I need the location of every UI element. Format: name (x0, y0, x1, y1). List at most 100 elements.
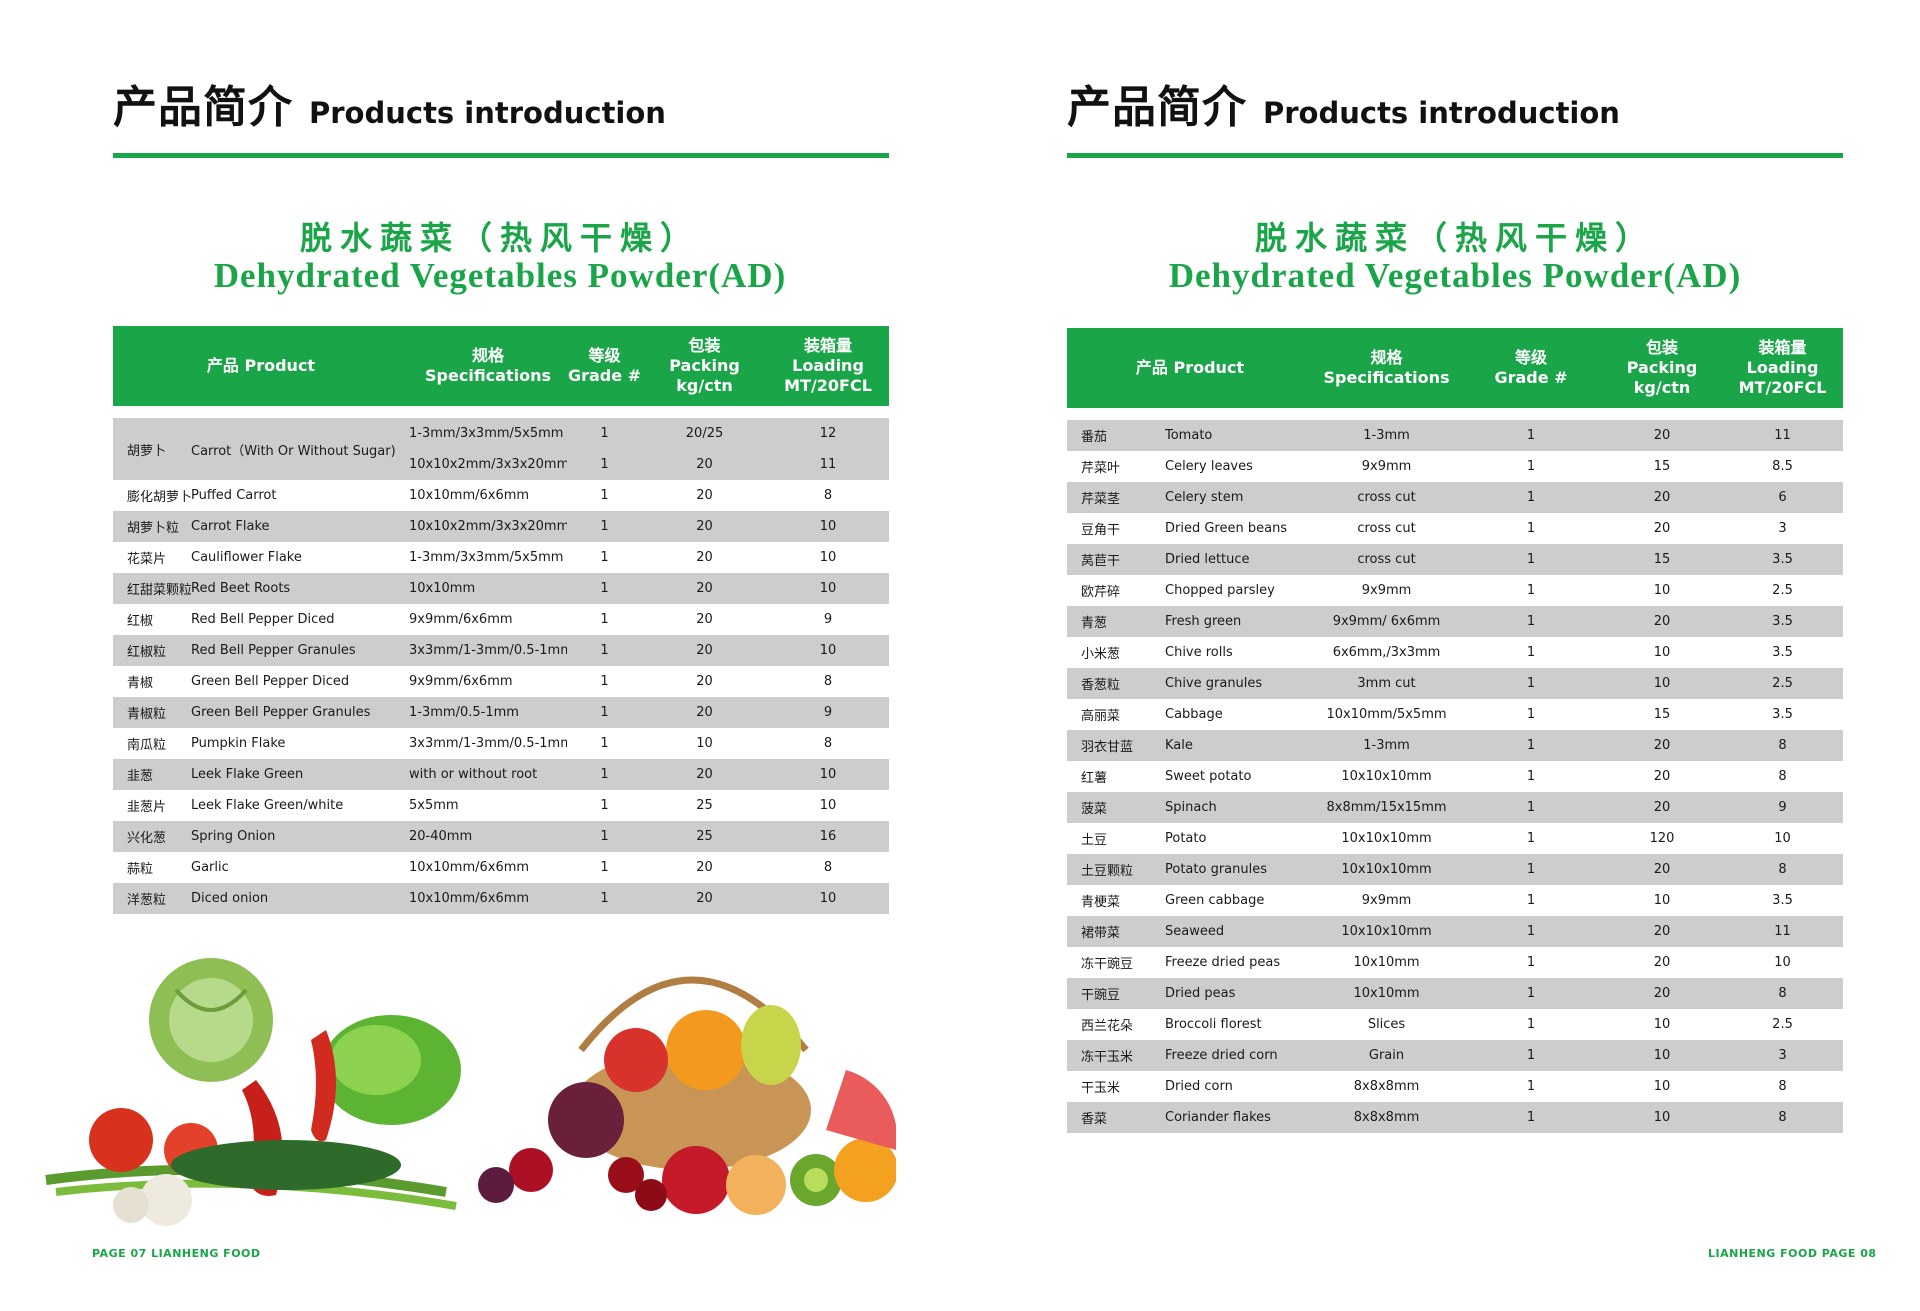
loading: 3.5 (1722, 544, 1844, 575)
loading: 10 (767, 883, 890, 914)
grade: 1 (1460, 854, 1603, 885)
grade: 1 (600, 488, 609, 503)
product-en: Fresh green (1165, 606, 1314, 637)
product-en: Green Bell Pepper Granules (191, 697, 410, 728)
table-row: 番茄 Tomato 1-3mm 1 20 11 (1067, 420, 1844, 451)
loading: 3.5 (1772, 893, 1793, 908)
product-cn: 欧芹碎 (1081, 585, 1121, 600)
product-en: Coriander flakes (1165, 1102, 1314, 1133)
product-table-right: 产品 Product 规格 Specifications 等级 Grade # 包… (1067, 328, 1844, 1133)
grade: 1 (1526, 583, 1536, 598)
grade: 1 (1526, 769, 1536, 784)
product-cn: 小米葱 (1081, 647, 1121, 662)
product-en: Red Bell Pepper Granules (191, 635, 410, 666)
table-row: 西兰花朵 Broccoli florest Slices 1 10 2.5 (1067, 1009, 1843, 1040)
packing: 10 (1653, 645, 1671, 660)
grade: 1 (1460, 420, 1603, 451)
loading: 2.5 (1772, 583, 1793, 598)
col-product: 产品 Product (113, 326, 410, 406)
packing: 20 (1602, 792, 1723, 823)
loading: 8 (1722, 854, 1844, 885)
table-row: 香葱粒 Chive granules 3mm cut 1 10 2.5 (1067, 668, 1844, 699)
grade: 1 (600, 674, 609, 689)
spec: 5x5mm (409, 798, 459, 813)
table-row: 干豌豆 Dried peas 10x10mm 1 20 8 (1067, 978, 1844, 1009)
grade: 1 (600, 550, 609, 565)
section-header-cn: 产品简介 (1067, 82, 1247, 133)
spec: 8x8x8mm (1313, 1102, 1461, 1133)
table-row: 膨化胡萝卜 Puffed Carrot 10x10mm/6x6mm 1 20 8 (113, 480, 889, 511)
spec: 10x10x2mm/3x3x20mm (409, 511, 568, 542)
spec: 10x10x2mm/3x3x20mm (409, 449, 568, 480)
loading: 8 (823, 860, 833, 875)
product-cn: 青椒 (127, 676, 154, 691)
product-en: Freeze dried corn (1165, 1040, 1314, 1071)
grade: 1 (1526, 893, 1536, 908)
packing: 20 (1653, 521, 1671, 536)
table-row: 香菜 Coriander flakes 8x8x8mm 1 10 8 (1067, 1102, 1844, 1133)
spec: 1-3mm (1313, 420, 1461, 451)
product-en: Leek Flake Green (191, 759, 410, 790)
table-header: 产品 Product 规格 Specifications 等级 Grade # 包… (113, 326, 890, 406)
grade: 1 (1460, 482, 1603, 513)
col-spec: 规格 Specifications (409, 326, 568, 406)
table-row: 菠菜 Spinach 8x8mm/15x15mm 1 20 9 (1067, 792, 1844, 823)
loading: 9 (767, 697, 890, 728)
loading: 8 (1778, 1079, 1787, 1094)
table-row: 南瓜粒 Pumpkin Flake 3x3mm/1-3mm/0.5-1mm 1 10 8 (113, 728, 889, 759)
spec: with or without root (409, 759, 568, 790)
loading: 2.5 (1722, 668, 1844, 699)
grade: 1 (1460, 606, 1603, 637)
spec: 8x8x8mm (1353, 1079, 1420, 1094)
product-en: Dried corn (1165, 1079, 1233, 1094)
spec: 9x9mm (1361, 459, 1412, 474)
product-cn: 菠菜 (1067, 792, 1165, 823)
title-en: Dehydrated Vegetables Powder(AD) (213, 256, 787, 295)
packing: 20 (1653, 769, 1671, 784)
packing: 10 (1653, 893, 1671, 908)
product-en: Celery leaves (1165, 459, 1253, 474)
grade: 1 (567, 883, 643, 914)
spec: 10x10x10mm (1341, 831, 1432, 846)
product-en: Tomato (1165, 420, 1314, 451)
table-row: 莴苣干 Dried lettuce cross cut 1 15 3.5 (1067, 544, 1844, 575)
packing: 20 (1602, 978, 1723, 1009)
product-en: Sweet potato (1165, 769, 1252, 784)
product-cn: 兴化葱 (113, 821, 191, 852)
product-cn: 花菜片 (127, 552, 167, 567)
product-cn: 胡萝卜 (113, 418, 191, 480)
product-en: Diced onion (191, 883, 410, 914)
spec: 10x10mm/6x6mm (409, 883, 568, 914)
grade: 1 (567, 449, 643, 480)
product-cn: 土豆 (1081, 833, 1108, 848)
packing: 20 (1602, 606, 1723, 637)
loading: 8 (1722, 1102, 1844, 1133)
packing: 20 (642, 449, 768, 480)
packing: 20 (696, 674, 713, 689)
spec: 9x9mm (1361, 583, 1412, 598)
spec: 9x9mm/6x6mm (409, 612, 513, 627)
loading: 6 (1722, 482, 1844, 513)
product-en: Red Bell Pepper Diced (191, 612, 335, 627)
table-row: 胡萝卜粒 Carrot Flake 10x10x2mm/3x3x20mm 1 20 10 (113, 511, 890, 542)
product-cn: 高丽菜 (1081, 709, 1121, 724)
loading: 3.5 (1722, 606, 1844, 637)
product-en: Potato granules (1165, 854, 1314, 885)
title-cn: 脱水蔬菜（热风干燥） (299, 219, 700, 257)
col-packing: 包装 Packing kg/ctn (642, 326, 768, 406)
product-cn: 土豆颗粒 (1067, 854, 1165, 885)
loading: 10 (1774, 955, 1791, 970)
grade: 1 (567, 821, 643, 852)
grade: 1 (1526, 831, 1536, 846)
product-cn: 干豌豆 (1067, 978, 1165, 1009)
loading: 3.5 (1772, 707, 1793, 722)
product-cn: 干玉米 (1081, 1081, 1121, 1096)
packing: 20 (696, 550, 713, 565)
table-row: 韭葱片 Leek Flake Green/white 5x5mm 1 25 10 (113, 790, 889, 821)
table-row: 土豆颗粒 Potato granules 10x10x10mm 1 20 8 (1067, 854, 1844, 885)
loading: 8.5 (1772, 459, 1793, 474)
product-cn: 韭葱 (113, 759, 191, 790)
packing: 120 (1649, 831, 1675, 846)
grade: 1 (1526, 1017, 1536, 1032)
grade: 1 (567, 511, 643, 542)
